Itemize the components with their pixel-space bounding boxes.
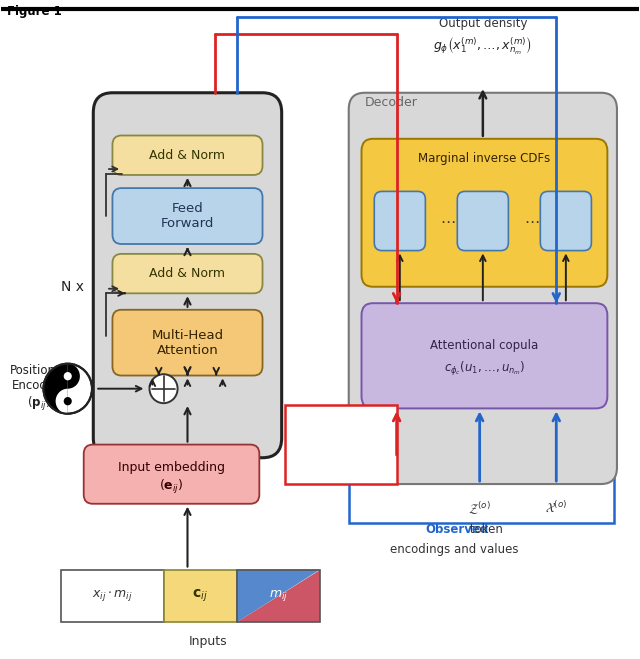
Text: $\mathcal{X}^{(o)}$: $\mathcal{X}^{(o)}$ <box>545 500 568 516</box>
Text: Attentional copula: Attentional copula <box>430 339 539 353</box>
Polygon shape <box>237 569 320 622</box>
FancyBboxPatch shape <box>458 191 508 250</box>
Wedge shape <box>56 389 68 414</box>
Circle shape <box>44 364 92 414</box>
FancyBboxPatch shape <box>113 254 262 293</box>
FancyBboxPatch shape <box>113 136 262 175</box>
Text: $x_{ij} \cdot m_{ij}$: $x_{ij} \cdot m_{ij}$ <box>92 588 133 604</box>
Text: token: token <box>326 415 364 428</box>
Text: Missing: Missing <box>294 415 345 428</box>
Text: Figure 1: Figure 1 <box>7 5 62 18</box>
FancyBboxPatch shape <box>113 188 262 244</box>
Text: Multi-Head
Attention: Multi-Head Attention <box>152 329 223 357</box>
Wedge shape <box>44 364 68 414</box>
FancyBboxPatch shape <box>362 303 607 409</box>
Text: $(\mathbf{e}_{ij})$: $(\mathbf{e}_{ij})$ <box>159 478 184 496</box>
Circle shape <box>150 374 177 403</box>
Bar <box>61 569 164 622</box>
Text: $\mathbf{c}_{ij}$: $\mathbf{c}_{ij}$ <box>193 588 208 604</box>
Text: token: token <box>466 523 502 536</box>
Bar <box>237 569 320 622</box>
FancyBboxPatch shape <box>113 310 262 376</box>
Text: N x: N x <box>61 280 84 294</box>
Text: $\mathcal{Z}^{(o)}$: $\mathcal{Z}^{(o)}$ <box>468 500 491 517</box>
Circle shape <box>64 372 72 380</box>
Wedge shape <box>68 364 80 389</box>
Text: $\cdots$: $\cdots$ <box>524 214 540 229</box>
Text: $c_{\phi_c}(u_1, \ldots, u_{n_m})$: $c_{\phi_c}(u_1, \ldots, u_{n_m})$ <box>444 360 525 378</box>
Circle shape <box>64 397 72 405</box>
Text: Observed: Observed <box>426 523 488 536</box>
Polygon shape <box>237 569 320 622</box>
Text: $\cdots$: $\cdots$ <box>440 214 456 229</box>
Text: Inputs: Inputs <box>189 635 228 648</box>
Bar <box>164 569 237 622</box>
Text: Add & Norm: Add & Norm <box>150 267 225 280</box>
Text: $m_{ij}$: $m_{ij}$ <box>269 588 288 604</box>
FancyBboxPatch shape <box>84 445 259 503</box>
Text: Add & Norm: Add & Norm <box>150 149 225 161</box>
Text: Output density: Output density <box>438 17 527 30</box>
FancyBboxPatch shape <box>349 93 617 484</box>
Text: $F_{\phi_i}^{-1}$: $F_{\phi_i}^{-1}$ <box>473 210 493 232</box>
Text: $F_{\phi_{n_m}}^{-1}$: $F_{\phi_{n_m}}^{-1}$ <box>556 210 576 232</box>
Text: $\mathcal{Z}^{(m)}$: $\mathcal{Z}^{(m)}$ <box>328 459 354 476</box>
Text: Marginal inverse CDFs: Marginal inverse CDFs <box>419 152 550 165</box>
Bar <box>349 409 614 523</box>
FancyBboxPatch shape <box>362 139 607 287</box>
Text: Positional
Encoding
$(\mathbf{p}_{ij})$: Positional Encoding $(\mathbf{p}_{ij})$ <box>10 364 67 413</box>
Text: $F_{\phi_1}^{-1}$: $F_{\phi_1}^{-1}$ <box>390 210 410 232</box>
FancyBboxPatch shape <box>374 191 426 250</box>
Text: Feed
Forward: Feed Forward <box>161 202 214 230</box>
FancyBboxPatch shape <box>540 191 591 250</box>
Text: Input embedding: Input embedding <box>118 461 225 474</box>
Text: Decoder: Decoder <box>365 96 417 109</box>
FancyBboxPatch shape <box>93 93 282 458</box>
Text: encodings: encodings <box>310 432 371 444</box>
Bar <box>285 405 397 484</box>
Text: encodings and values: encodings and values <box>390 543 518 556</box>
Text: $g_\phi\left(x_1^{(m)}, \ldots, x_{n_m}^{(m)}\right)$: $g_\phi\left(x_1^{(m)}, \ldots, x_{n_m}^… <box>433 36 532 57</box>
